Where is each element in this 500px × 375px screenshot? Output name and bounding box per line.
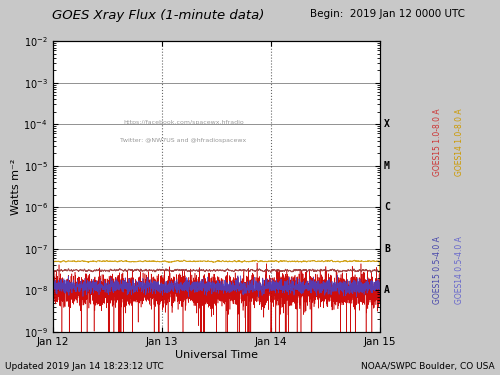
Text: GOES Xray Flux (1-minute data): GOES Xray Flux (1-minute data): [52, 9, 265, 22]
Text: Twitter: @NW7US and @hfradiospacewx: Twitter: @NW7US and @hfradiospacewx: [120, 138, 246, 142]
Text: Begin:  2019 Jan 12 0000 UTC: Begin: 2019 Jan 12 0000 UTC: [310, 9, 465, 20]
Text: GOES15 1.0-8.0 A: GOES15 1.0-8.0 A: [433, 109, 442, 176]
Text: M: M: [384, 161, 390, 171]
Text: Updated 2019 Jan 14 18:23:12 UTC: Updated 2019 Jan 14 18:23:12 UTC: [5, 362, 164, 371]
X-axis label: Universal Time: Universal Time: [175, 350, 258, 360]
Text: https://facebook.com/spacewx.hfradio: https://facebook.com/spacewx.hfradio: [123, 120, 244, 125]
Text: NOAA/SWPC Boulder, CO USA: NOAA/SWPC Boulder, CO USA: [362, 362, 495, 371]
Text: A: A: [384, 285, 390, 296]
Text: C: C: [384, 202, 390, 212]
Text: GOES14 1.0-8.0 A: GOES14 1.0-8.0 A: [456, 109, 464, 176]
Y-axis label: Watts m⁻²: Watts m⁻²: [10, 158, 20, 215]
Text: GOES15 0.5-4.0 A: GOES15 0.5-4.0 A: [433, 236, 442, 304]
Text: GOES14 0.5-4.0 A: GOES14 0.5-4.0 A: [456, 236, 464, 304]
Text: X: X: [384, 119, 390, 129]
Text: B: B: [384, 244, 390, 254]
